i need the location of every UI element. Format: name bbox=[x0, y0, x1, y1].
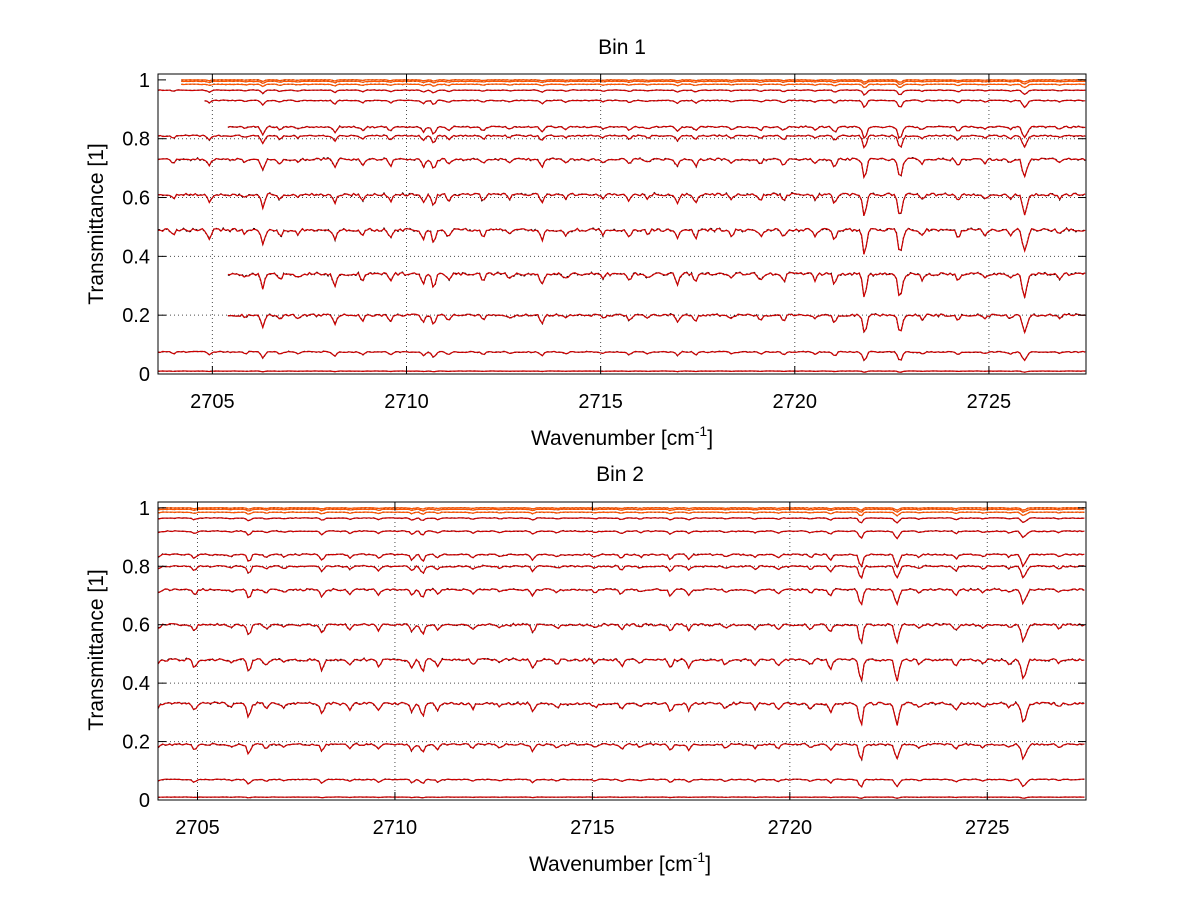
y-tick-label: 1 bbox=[139, 70, 150, 92]
fitted-trace bbox=[181, 83, 1086, 89]
y-tick-label: 0.8 bbox=[122, 556, 150, 578]
measured-trace bbox=[157, 657, 1085, 683]
fitted-trace bbox=[157, 778, 1085, 788]
measured-trace bbox=[157, 778, 1085, 788]
fitted-trace bbox=[227, 313, 1086, 335]
fitted-trace bbox=[157, 588, 1085, 607]
fitted-trace bbox=[157, 511, 1085, 517]
measured-trace bbox=[157, 587, 1085, 606]
measured-trace bbox=[157, 156, 1086, 179]
measured-trace bbox=[227, 270, 1086, 300]
fitted-trace bbox=[158, 370, 1086, 373]
fitted-trace bbox=[157, 796, 1085, 799]
x-axis-label: Wavenumber [cm-1] bbox=[529, 849, 711, 876]
measured-trace bbox=[157, 226, 1086, 254]
fitted-trace bbox=[227, 125, 1086, 140]
x-tick-label: 2725 bbox=[967, 391, 1012, 413]
fitted-trace bbox=[181, 79, 1086, 83]
fitted-trace bbox=[157, 564, 1085, 580]
y-tick-label: 0.6 bbox=[122, 188, 150, 210]
fitted-trace bbox=[157, 657, 1085, 682]
fitted-trace bbox=[157, 742, 1085, 762]
fitted-trace bbox=[157, 507, 1085, 511]
y-tick-label: 0.6 bbox=[122, 615, 150, 637]
panel-bin-1: Bin 1 2705 2710 2715 2720 2725 0 0.2 0.4 0.6 0.8 1… bbox=[85, 36, 1087, 450]
fitted-trace bbox=[157, 701, 1085, 727]
fitted-trace bbox=[157, 517, 1085, 524]
x-tick-label: 2720 bbox=[773, 391, 818, 413]
y-tick-label: 0.2 bbox=[122, 305, 150, 327]
y-axis-label: Transmittance [1] bbox=[85, 569, 108, 730]
fitted-trace bbox=[157, 89, 1086, 96]
fitted-trace bbox=[157, 227, 1086, 255]
fitted-trace bbox=[157, 350, 1086, 362]
x-tick-label: 2710 bbox=[373, 817, 418, 839]
measured-trace bbox=[157, 700, 1085, 727]
x-tick-label: 2715 bbox=[570, 817, 615, 839]
measured-trace bbox=[227, 312, 1086, 335]
x-tick-label: 2705 bbox=[190, 391, 235, 413]
measured-trace bbox=[157, 742, 1085, 762]
y-tick-label: 0 bbox=[139, 790, 150, 812]
fitted-trace bbox=[181, 80, 1086, 86]
fitted-trace bbox=[157, 553, 1085, 569]
y-tick-label: 0.4 bbox=[122, 246, 150, 268]
x-tick-label: 2715 bbox=[578, 391, 623, 413]
fitted-trace bbox=[157, 508, 1085, 513]
chart-title: Bin 1 bbox=[598, 36, 646, 59]
x-tick-label: 2705 bbox=[175, 817, 220, 839]
panel-bin-2: Bin 2 2705 2710 2715 2720 2725 0 0.2 0.4 0.6 0.8 1… bbox=[85, 463, 1087, 876]
y-tick-label: 0 bbox=[139, 364, 150, 386]
x-axis-label: Wavenumber [cm-1] bbox=[531, 423, 713, 450]
fitted-trace bbox=[157, 530, 1085, 540]
fitted-trace bbox=[227, 271, 1086, 298]
fitted-trace bbox=[157, 192, 1086, 216]
x-tick-label: 2725 bbox=[965, 817, 1010, 839]
y-tick-label: 1 bbox=[139, 498, 150, 520]
measured-trace bbox=[157, 552, 1085, 570]
y-tick-label: 0.8 bbox=[122, 129, 150, 151]
fitted-trace bbox=[157, 157, 1086, 180]
y-axis-label: Transmittance [1] bbox=[85, 143, 108, 304]
fitted-trace bbox=[204, 99, 1086, 109]
chart-title: Bin 2 bbox=[596, 463, 644, 486]
x-tick-label: 2710 bbox=[384, 391, 429, 413]
fitted-trace bbox=[157, 622, 1085, 645]
fitted-trace bbox=[157, 134, 1086, 150]
x-tick-label: 2720 bbox=[768, 817, 813, 839]
plot-area bbox=[157, 501, 1087, 801]
y-tick-label: 0.2 bbox=[122, 732, 150, 754]
y-tick-label: 0.4 bbox=[122, 673, 150, 695]
plot-area bbox=[157, 73, 1087, 375]
